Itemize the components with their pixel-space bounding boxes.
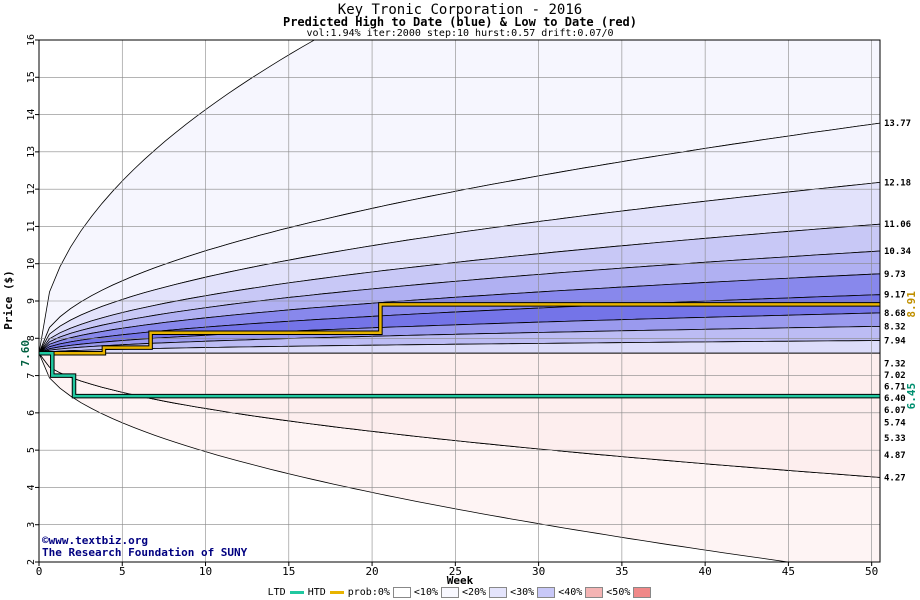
x-tick-label-30: 30 [532, 565, 545, 578]
legend-item-40: <40% [558, 586, 583, 598]
y-axis-label: Price ($) [2, 270, 15, 330]
credit-website[interactable]: ©www.textbiz.org [42, 534, 148, 547]
legend-item-50: <50% [606, 586, 631, 598]
band-label-6.40: 6.40 [884, 394, 906, 404]
band-label-7.32: 7.32 [884, 360, 906, 370]
x-tick-label-45: 45 [782, 565, 795, 578]
band-label-5.74: 5.74 [884, 419, 906, 429]
chart-axes: 0 5 10 15 20 25 30 35 40 45 5023456789101112131415… [26, 34, 881, 578]
band-label-6.07: 6.07 [884, 406, 906, 416]
band-label-8.68: 8.68 [884, 309, 906, 319]
y-tick-label-9: 9 [26, 298, 37, 304]
legend-prob-label: prob:0% [347, 586, 390, 598]
legend-htd-line-icon [329, 590, 344, 594]
legend-item-10: <10% [413, 586, 438, 598]
y-tick-label-6: 6 [26, 410, 37, 416]
chart-parameters: vol:1.94% iter:2000 step:10 hurst:0.57 d… [306, 28, 614, 39]
y-tick-label-4: 4 [26, 484, 37, 490]
start-price-label: 7.60 [19, 340, 32, 367]
x-tick-label-35: 35 [615, 565, 628, 578]
y-tick-label-14: 14 [26, 109, 37, 121]
y-tick-label-12: 12 [26, 183, 37, 195]
y-tick-label-10: 10 [26, 258, 37, 270]
band-label-4.27: 4.27 [884, 473, 906, 483]
y-tick-label-3: 3 [26, 522, 37, 528]
x-tick-label-0: 0 [36, 565, 43, 578]
credit-organization: The Research Foundation of SUNY [42, 546, 248, 559]
band-label-9.73: 9.73 [884, 270, 906, 280]
legend-swatch-30 [537, 586, 556, 598]
htd-end-label: 8.91 [905, 291, 918, 318]
lower-band-4.27 [39, 352, 880, 478]
y-tick-label-2: 2 [26, 559, 37, 565]
band-label-13.77: 13.77 [884, 119, 911, 129]
legend-swatch-0 [392, 586, 411, 598]
band-label-7.02: 7.02 [884, 371, 906, 381]
legend: LTD HTD prob:0% <10% <20% <30% <40% <50% [0, 585, 920, 599]
y-tick-label-8: 8 [26, 335, 37, 341]
legend-swatch-10 [441, 586, 459, 598]
x-tick-label-10: 10 [199, 565, 212, 578]
band-label-9.17: 9.17 [884, 291, 906, 301]
y-tick-label-5: 5 [26, 447, 37, 453]
band-label-8.32: 8.32 [884, 322, 906, 332]
chart-subtitle: Predicted High to Date (blue) & Low to D… [282, 15, 637, 29]
x-tick-label-25: 25 [449, 565, 462, 578]
legend-htd-label: HTD [307, 586, 326, 598]
band-label-7.94: 7.94 [884, 337, 906, 347]
band-label-10.34: 10.34 [884, 247, 912, 257]
x-tick-label-20: 20 [365, 565, 378, 578]
legend-ltd-line-icon [289, 590, 304, 594]
legend-item-20: <20% [462, 586, 487, 598]
x-tick-label-50: 50 [865, 565, 878, 578]
band-label-5.33: 5.33 [884, 434, 906, 444]
legend-item-30: <30% [510, 586, 535, 598]
series-lines [39, 302, 880, 399]
y-tick-label-13: 13 [26, 146, 37, 158]
band-label-4.87: 4.87 [884, 451, 906, 461]
ltd-end-label: 6.45 [905, 383, 918, 410]
y-tick-label-7: 7 [26, 373, 37, 379]
y-tick-label-11: 11 [26, 220, 37, 232]
x-tick-label-40: 40 [699, 565, 712, 578]
ltd-line [39, 351, 880, 398]
x-tick-label-15: 15 [282, 565, 295, 578]
band-label-6.71: 6.71 [884, 382, 906, 392]
legend-ltd-label: LTD [267, 586, 286, 598]
band-label-11.06: 11.06 [884, 220, 911, 230]
legend-swatch-20 [489, 586, 508, 598]
y-tick-label-16: 16 [26, 34, 37, 46]
y-tick-label-15: 15 [26, 71, 37, 83]
probability-bands [39, 40, 880, 562]
legend-swatch-40 [585, 586, 604, 598]
band-end-labels: 13.77 12.18 11.06 10.34 9.73 9.17 8.68 8.32 7.94… [19, 119, 918, 483]
x-tick-label-5: 5 [119, 565, 126, 578]
htd-line [39, 303, 880, 355]
legend-swatch-50 [633, 586, 652, 598]
chart-title: Key Tronic Corporation - 2016 [337, 2, 583, 18]
band-label-12.18: 12.18 [884, 178, 911, 188]
x-axis-label: Week [447, 574, 474, 587]
